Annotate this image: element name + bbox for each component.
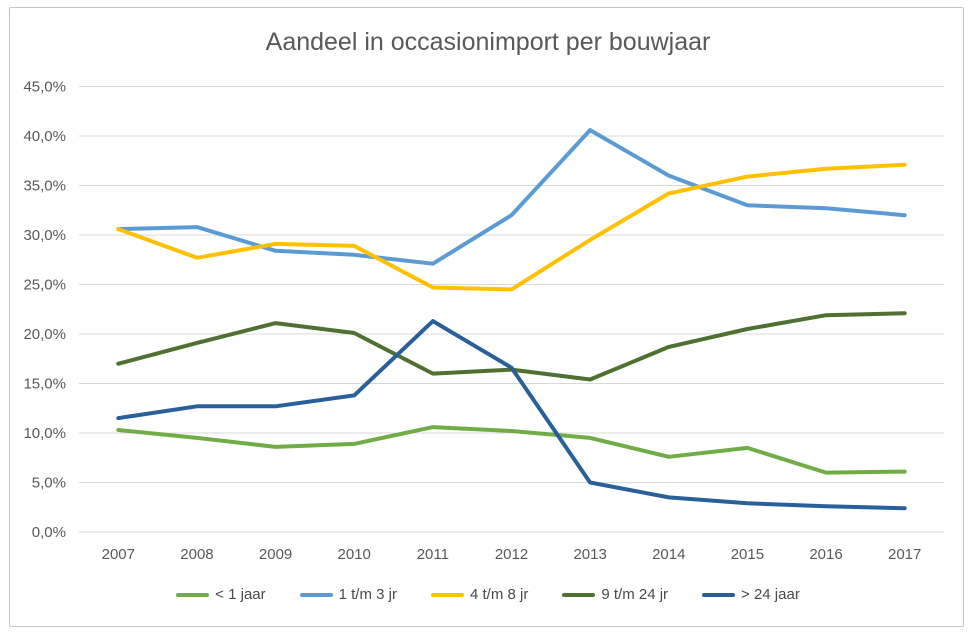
legend-item: < 1 jaar [176,586,266,603]
y-axis-tick-label: 5,0% [32,475,66,492]
legend-swatch [562,592,596,597]
x-axis-tick-label: 2011 [417,546,449,563]
x-axis-tick-label: 2017 [888,546,921,563]
series-line [116,319,907,511]
legend-swatch [702,592,736,597]
legend-label: 4 t/m 8 jr [469,586,529,603]
x-axis-tick-label: 2014 [652,546,685,563]
y-axis-tick-label: 45,0% [23,79,66,96]
legend-swatch [430,592,464,597]
x-axis-tick-label: 2013 [573,546,606,563]
y-axis-tick-label: 15,0% [23,376,66,393]
legend-item: > 24 jaar [702,586,800,603]
y-axis-tick-label: 25,0% [23,277,66,294]
y-axis-tick-label: 0,0% [32,524,66,541]
y-axis-tick-label: 10,0% [23,425,66,442]
legend-swatch [299,592,333,597]
legend-label: > 24 jaar [741,586,800,603]
series-line [116,425,907,475]
y-axis-tick-label: 40,0% [23,128,66,145]
x-axis-tick-label: 2012 [495,546,528,563]
legend-label: 9 t/m 24 jr [601,586,669,603]
legend-item: 1 t/m 3 jr [299,586,397,603]
x-axis-tick-label: 2016 [809,546,842,563]
x-axis-tick-label: 2008 [180,546,213,563]
x-axis-tick-label: 2010 [338,546,371,563]
legend-swatch [176,592,210,597]
legend: < 1 jaar 1 t/m 3 jr 4 t/m 8 jr 9 t/m 24 jr >… [0,586,976,603]
legend-label: 1 t/m 3 jr [338,586,397,603]
legend-label: < 1 jaar [215,586,266,603]
legend-item: 9 t/m 24 jr [562,586,668,603]
y-axis-tick-label: 20,0% [23,326,66,343]
x-axis-tick-label: 2015 [731,546,764,563]
series-line [116,162,907,292]
series-line [116,128,907,266]
y-axis-tick-label: 30,0% [23,227,66,244]
y-axis-tick-label: 35,0% [23,178,66,195]
x-axis-tick-label: 2007 [102,546,135,563]
x-axis-tick-label: 2009 [259,546,292,563]
chart-title: Aandeel in occasionimport per bouwjaar [265,28,711,56]
legend-item: 4 t/m 8 jr [430,586,529,603]
